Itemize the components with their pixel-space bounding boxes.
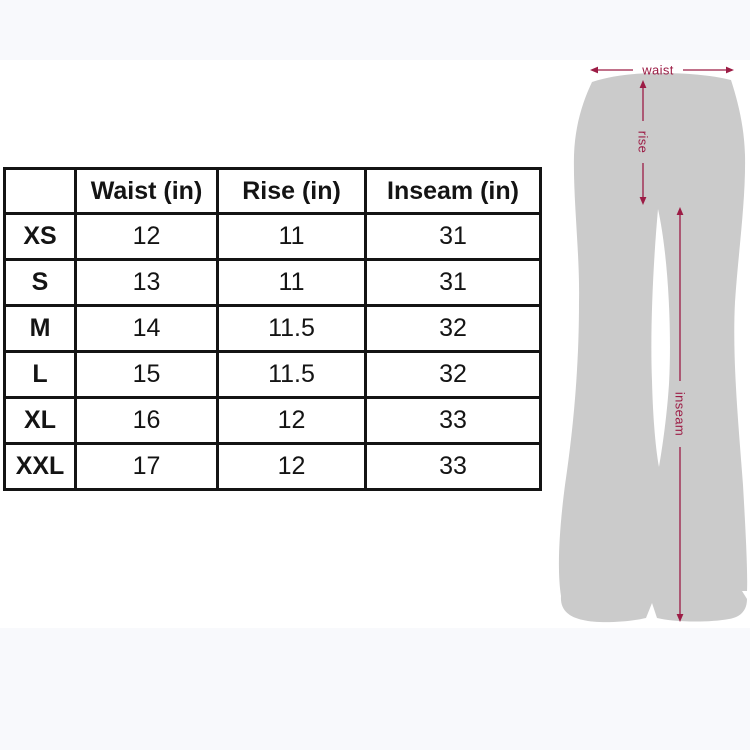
waist-value: 17 xyxy=(74,442,219,491)
waist-value: 14 xyxy=(74,304,219,353)
inseam-value: 33 xyxy=(364,396,542,445)
waist-value: 15 xyxy=(74,350,219,399)
table-row: L 15 11.5 32 xyxy=(3,350,542,399)
table-row: XXL 17 12 33 xyxy=(3,442,542,491)
header-row: Waist (in) Rise (in) Inseam (in) xyxy=(3,167,542,215)
rise-value: 11 xyxy=(216,212,367,261)
inseam-value: 32 xyxy=(364,350,542,399)
column-header-rise: Rise (in) xyxy=(216,167,367,215)
column-header-size xyxy=(3,167,77,215)
rise-value: 11 xyxy=(216,258,367,307)
inseam-value: 31 xyxy=(364,258,542,307)
size-label: M xyxy=(3,304,77,353)
pants-diagram: waist rise inseam xyxy=(558,63,748,623)
size-label: L xyxy=(3,350,77,399)
table-row: XS 12 11 31 xyxy=(3,212,542,261)
inseam-value: 33 xyxy=(364,442,542,491)
waist-label: waist xyxy=(641,63,674,78)
inseam-value: 31 xyxy=(364,212,542,261)
inseam-label: inseam xyxy=(673,392,688,436)
background-band-top xyxy=(0,0,750,60)
background-band-bottom xyxy=(0,628,750,750)
inner-leg-gap xyxy=(651,209,670,467)
inseam-value: 32 xyxy=(364,304,542,353)
size-label: XXL xyxy=(3,442,77,491)
table-row: S 13 11 31 xyxy=(3,258,542,307)
inseam-arrow xyxy=(676,207,684,622)
size-label: XL xyxy=(3,396,77,445)
table-row: M 14 11.5 32 xyxy=(3,304,542,353)
size-label: S xyxy=(3,258,77,307)
rise-value: 11.5 xyxy=(216,350,367,399)
rise-arrow xyxy=(639,80,647,205)
waist-value: 16 xyxy=(74,396,219,445)
waist-arrow xyxy=(590,66,734,74)
waist-value: 12 xyxy=(74,212,219,261)
rise-label: rise xyxy=(636,131,651,154)
size-chart-table: Waist (in) Rise (in) Inseam (in) XS 12 1… xyxy=(3,167,542,491)
rise-value: 11.5 xyxy=(216,304,367,353)
size-label: XS xyxy=(3,212,77,261)
column-header-waist: Waist (in) xyxy=(74,167,219,215)
rise-value: 12 xyxy=(216,396,367,445)
waist-value: 13 xyxy=(74,258,219,307)
rise-value: 12 xyxy=(216,442,367,491)
table-row: XL 16 12 33 xyxy=(3,396,542,445)
column-header-inseam: Inseam (in) xyxy=(364,167,542,215)
